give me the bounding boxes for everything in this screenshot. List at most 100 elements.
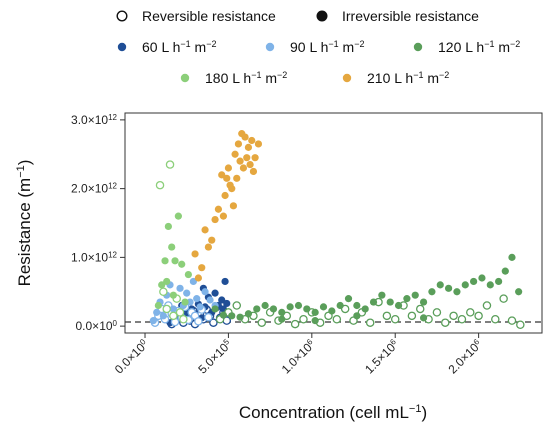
point-irreversible <box>178 260 186 268</box>
point-reversible <box>257 318 267 327</box>
point-reversible <box>415 304 425 314</box>
point-reversible <box>457 314 467 324</box>
point-irreversible <box>243 154 251 162</box>
legend-item-series: 120 L h−1 m−2 <box>413 39 520 55</box>
point-irreversible <box>419 298 428 306</box>
point-irreversible <box>411 291 419 299</box>
point-irreversible <box>444 284 453 292</box>
point-irreversible <box>251 154 259 162</box>
point-irreversible <box>224 164 233 172</box>
point-irreversible <box>198 264 206 272</box>
point-reversible <box>159 287 168 296</box>
point-irreversible <box>453 288 461 296</box>
point-reversible <box>169 311 178 321</box>
point-irreversible <box>386 298 394 306</box>
point-irreversible <box>193 295 201 303</box>
point-irreversible <box>221 191 229 200</box>
point-irreversible <box>171 257 179 265</box>
point-irreversible <box>153 308 161 316</box>
point-irreversible <box>221 277 229 286</box>
point-reversible <box>474 311 483 321</box>
legend-marker <box>316 10 328 22</box>
point-irreversible <box>495 277 503 286</box>
point-irreversible <box>226 181 234 189</box>
point-reversible <box>449 311 458 321</box>
point-irreversible <box>201 288 209 296</box>
point-reversible <box>204 312 213 322</box>
point-irreversible <box>236 313 244 321</box>
plot-frame <box>124 112 543 334</box>
legend-item-series: 210 L h−1 m−2 <box>342 70 449 86</box>
point-irreversible <box>159 312 167 320</box>
point-reversible <box>441 318 450 327</box>
point-irreversible <box>228 312 236 320</box>
point-irreversible <box>336 301 344 310</box>
point-irreversible <box>184 270 192 279</box>
point-reversible <box>407 311 417 321</box>
point-irreversible <box>311 308 319 316</box>
point-irreversible <box>219 212 228 220</box>
point-reversible <box>232 301 242 310</box>
data-points <box>149 130 525 329</box>
point-irreversible <box>154 301 162 310</box>
legend-marker <box>117 42 127 52</box>
legend-label: Irreversible resistance <box>342 8 479 24</box>
point-reversible <box>209 318 218 327</box>
point-reversible <box>175 308 185 317</box>
point-irreversible <box>229 202 238 210</box>
point-irreversible <box>278 315 286 323</box>
point-irreversible <box>394 301 403 310</box>
point-irreversible <box>311 317 319 325</box>
legend-item-series: 180 L h−1 m−2 <box>180 70 287 86</box>
legend-label: Reversible resistance <box>142 8 276 24</box>
point-reversible <box>165 160 175 169</box>
point-irreversible <box>478 274 486 282</box>
legend-label: 180 L h−1 m−2 <box>205 70 287 86</box>
y-axis-title: Resistance (m−1) <box>15 160 34 287</box>
point-irreversible <box>353 312 361 320</box>
point-reversible <box>432 308 442 317</box>
point-irreversible <box>219 311 228 319</box>
point-irreversible <box>169 291 177 299</box>
point-irreversible <box>181 298 189 306</box>
point-irreversible <box>501 267 509 275</box>
legend-marker <box>265 42 275 52</box>
y-tick-label: 1.0×1012 <box>71 250 117 265</box>
point-irreversible <box>223 174 231 182</box>
point-reversible <box>499 294 508 303</box>
x-tick-label: 0.0×100 <box>112 336 152 376</box>
y-tick-label: 0.0×100 <box>76 319 118 334</box>
x-tick-label: 1.0×106 <box>278 336 318 376</box>
point-reversible <box>390 314 400 324</box>
point-irreversible <box>239 164 248 172</box>
point-irreversible <box>428 288 436 296</box>
x-axis-title: Concentration (cell mL−1) <box>239 403 427 422</box>
point-irreversible <box>249 167 258 176</box>
legend-item-reversible: Reversible resistance <box>116 8 276 24</box>
point-irreversible <box>515 288 523 296</box>
point-irreversible <box>353 301 361 310</box>
point-irreversible <box>261 301 269 310</box>
x-axis: 0.0×100 5.0×105 1.0×106 1.5×106 2.0×106 <box>112 333 482 376</box>
point-irreversible <box>436 281 444 289</box>
point-irreversible <box>236 157 244 165</box>
point-irreversible <box>244 310 253 318</box>
point-irreversible <box>486 281 494 289</box>
point-irreversible <box>201 226 209 234</box>
point-irreversible <box>278 308 286 316</box>
point-irreversible <box>223 299 231 308</box>
point-irreversible <box>183 289 191 297</box>
point-reversible <box>194 317 203 326</box>
point-reversible <box>155 180 165 190</box>
point-irreversible <box>164 222 172 231</box>
point-irreversible <box>403 295 411 303</box>
point-irreversible <box>191 250 199 258</box>
point-reversible <box>482 301 492 310</box>
point-irreversible <box>361 305 369 313</box>
point-irreversible <box>204 243 212 251</box>
point-reversible <box>382 311 392 321</box>
point-irreversible <box>254 140 263 148</box>
y-axis: 0.0×100 1.0×1012 2.0×1012 3.0×1012 <box>71 112 125 333</box>
point-irreversible <box>194 274 202 282</box>
point-reversible <box>179 314 188 324</box>
